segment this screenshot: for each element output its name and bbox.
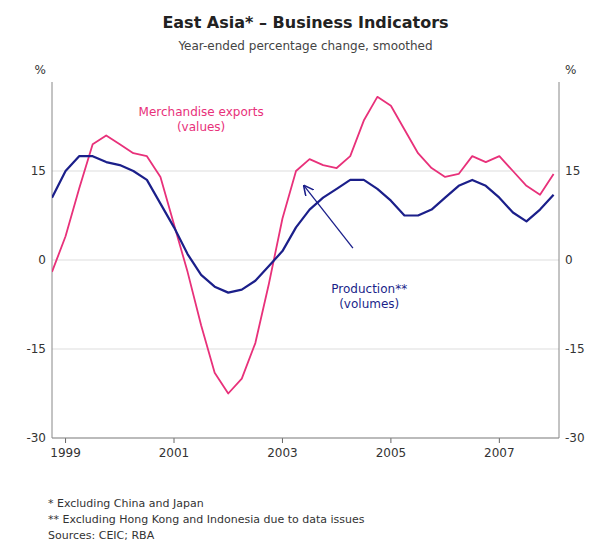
plot-area: [52, 97, 554, 394]
grid-line: [52, 171, 559, 172]
y-tick-label: -30: [26, 431, 46, 445]
annotation: Merchandise exports(values): [139, 105, 264, 134]
y2-tick-label: 0: [565, 253, 573, 267]
y-tick-label: 0: [38, 253, 46, 267]
grid-line: [52, 349, 559, 350]
y2-tick-label: -30: [565, 431, 585, 445]
chart: East Asia* – Business Indicators Year-end…: [0, 0, 611, 553]
y2-tick-label: 15: [565, 164, 580, 178]
x-tick-label: 2003: [267, 446, 298, 460]
x-tick: [282, 438, 283, 443]
subtitle: Year-ended percentage change, smoothed: [177, 39, 432, 53]
footnote: ** Excluding Hong Kong and Indonesia due…: [48, 513, 365, 526]
y2-axis-label: %: [565, 63, 576, 77]
x-tick: [390, 438, 391, 443]
x-tick-label: 2001: [159, 446, 190, 460]
series-line: [52, 156, 554, 292]
title: East Asia* – Business Indicators: [162, 13, 448, 32]
y-axis-label: %: [35, 63, 46, 77]
x-axis-line: [52, 438, 559, 439]
y2-tick-label: -15: [565, 342, 585, 356]
y-axis-line: [52, 82, 53, 438]
x-tick-label: 2007: [484, 446, 515, 460]
x-tick-label: 1999: [50, 446, 81, 460]
annotation: Production**(volumes): [331, 282, 407, 311]
grid-line: [52, 260, 559, 261]
footnote: Sources: CEIC; RBA: [48, 529, 155, 542]
series-line: [52, 97, 554, 394]
y2-axis-line: [559, 82, 560, 438]
y-tick-label: 15: [31, 164, 46, 178]
y-tick-label: -15: [26, 342, 46, 356]
x-tick: [174, 438, 175, 443]
footnote: * Excluding China and Japan: [48, 497, 204, 510]
x-tick: [65, 438, 66, 443]
grid-line: [52, 438, 559, 439]
x-tick: [499, 438, 500, 443]
annotation-arrow: [304, 186, 353, 248]
x-tick-label: 2005: [376, 446, 407, 460]
